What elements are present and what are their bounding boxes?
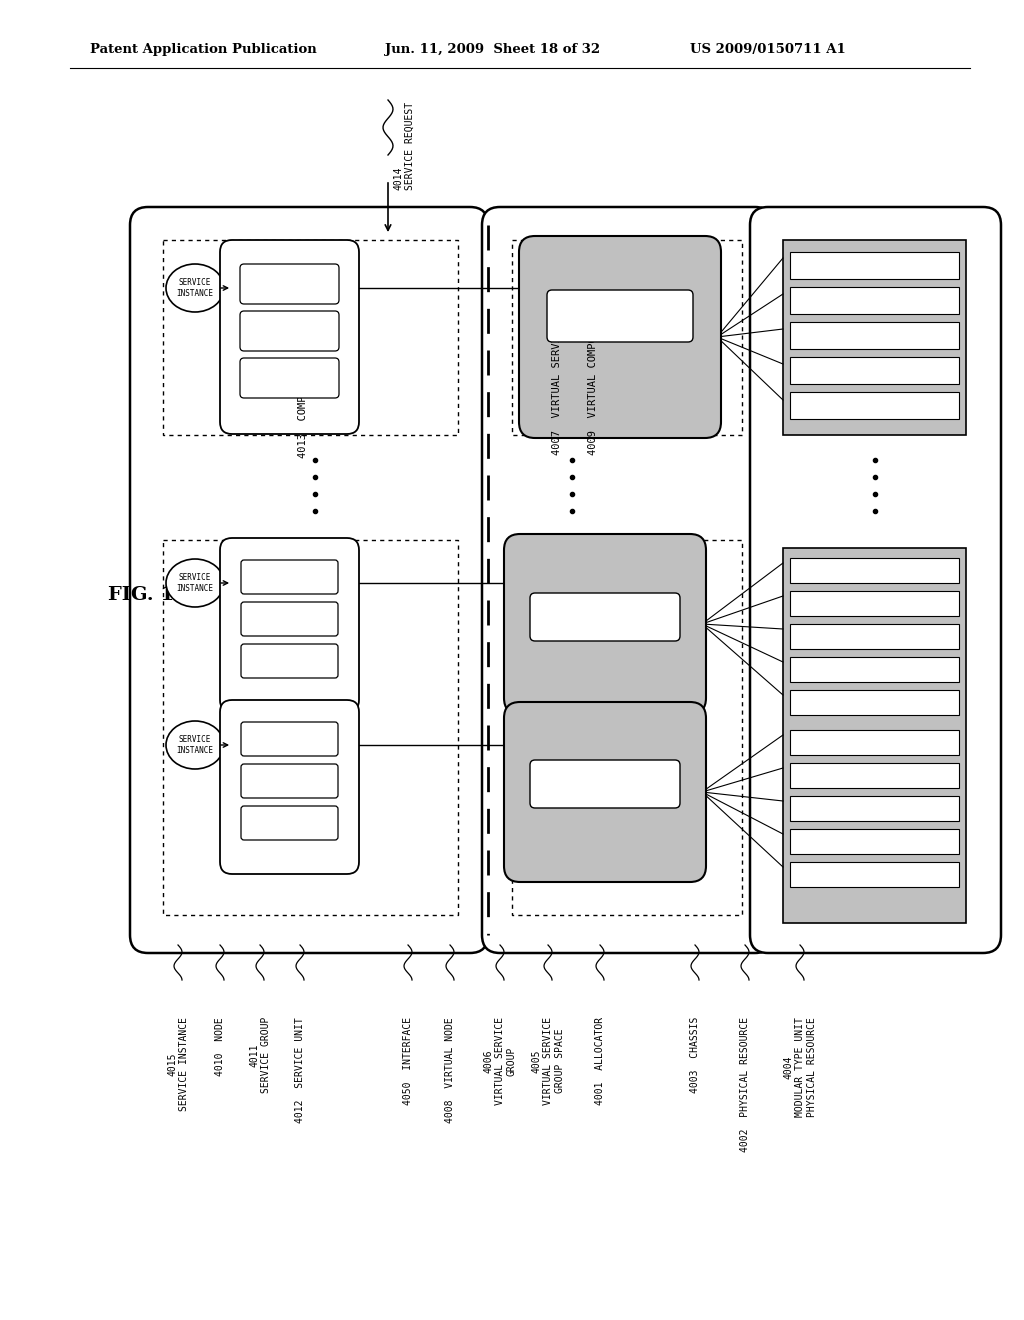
Text: US 2009/0150711 A1: US 2009/0150711 A1 [690,44,846,57]
Text: 4002  PHYSICAL RESOURCE: 4002 PHYSICAL RESOURCE [740,1016,750,1152]
FancyBboxPatch shape [240,358,339,399]
Text: 4009  VIRTUAL COMPONENT: 4009 VIRTUAL COMPONENT [588,312,598,455]
Bar [790,690,959,715]
Text: 4004
MODULAR TYPE UNIT
PHYSICAL RESOURCE: 4004 MODULAR TYPE UNIT PHYSICAL RESOURCE [783,1016,816,1117]
Text: SERVICE
INSTANCE: SERVICE INSTANCE [176,735,213,755]
Text: 4011
SERVICE GROUP: 4011 SERVICE GROUP [249,1016,270,1093]
FancyBboxPatch shape [482,207,773,953]
Text: 4050  INTERFACE: 4050 INTERFACE [403,1016,413,1105]
Bar [163,540,458,915]
Text: FIG. 18: FIG. 18 [108,586,187,605]
Text: 4012  SERVICE UNIT: 4012 SERVICE UNIT [295,1016,305,1123]
FancyBboxPatch shape [130,207,488,953]
Text: 4014
SERVICE REQUEST: 4014 SERVICE REQUEST [393,102,415,190]
Bar [790,591,959,616]
Bar [790,657,959,682]
Bar [790,763,959,788]
FancyBboxPatch shape [504,535,706,714]
Ellipse shape [166,721,224,770]
Ellipse shape [166,264,224,312]
FancyBboxPatch shape [241,764,338,799]
Text: SERVICE
INSTANCE: SERVICE INSTANCE [176,573,213,593]
FancyBboxPatch shape [220,700,359,874]
Bar [783,240,966,436]
Text: 4013  COMPONENT: 4013 COMPONENT [298,364,308,458]
Text: SERVICE
INSTANCE: SERVICE INSTANCE [176,279,213,298]
Ellipse shape [166,558,224,607]
Text: 4005
VIRTUAL SERVICE
GROUP SPACE: 4005 VIRTUAL SERVICE GROUP SPACE [531,1016,564,1105]
Bar [163,240,458,436]
FancyBboxPatch shape [504,702,706,882]
Bar [790,796,959,821]
Bar [790,252,959,279]
FancyBboxPatch shape [241,602,338,636]
FancyBboxPatch shape [220,240,359,434]
Bar [790,392,959,418]
Text: 4001  ALLOCATOR: 4001 ALLOCATOR [595,1016,605,1105]
FancyBboxPatch shape [241,644,338,678]
FancyBboxPatch shape [241,722,338,756]
Text: Jun. 11, 2009  Sheet 18 of 32: Jun. 11, 2009 Sheet 18 of 32 [385,44,600,57]
Bar [790,862,959,887]
FancyBboxPatch shape [519,236,721,438]
Text: 4007  VIRTUAL SERVICE UNIT: 4007 VIRTUAL SERVICE UNIT [552,293,562,455]
FancyBboxPatch shape [530,593,680,642]
Text: 4010  NODE: 4010 NODE [215,1016,225,1076]
Bar [790,322,959,348]
Bar [790,356,959,384]
FancyBboxPatch shape [240,264,339,304]
FancyBboxPatch shape [241,560,338,594]
Bar [790,558,959,583]
FancyBboxPatch shape [547,290,693,342]
Bar [790,624,959,649]
Bar [783,548,966,923]
FancyBboxPatch shape [530,760,680,808]
Bar [512,540,742,915]
FancyBboxPatch shape [241,807,338,840]
Bar [512,240,742,436]
Bar [790,286,959,314]
Text: 4006
VIRTUAL SERVICE
GROUP: 4006 VIRTUAL SERVICE GROUP [483,1016,516,1105]
Bar [790,829,959,854]
Text: 4008  VIRTUAL NODE: 4008 VIRTUAL NODE [445,1016,455,1123]
Text: 4003  CHASSIS: 4003 CHASSIS [690,1016,700,1093]
Bar [790,730,959,755]
FancyBboxPatch shape [220,539,359,711]
Text: Patent Application Publication: Patent Application Publication [90,44,316,57]
Text: 4015
SERVICE INSTANCE: 4015 SERVICE INSTANCE [167,1016,188,1111]
FancyBboxPatch shape [750,207,1001,953]
FancyBboxPatch shape [240,312,339,351]
